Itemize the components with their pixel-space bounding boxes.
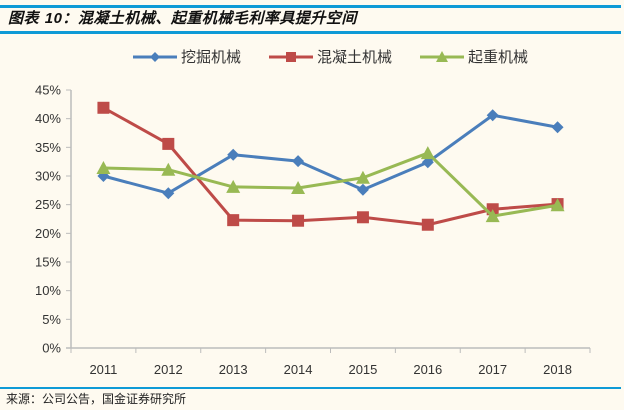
legend-item-crane: 起重机械 bbox=[420, 46, 528, 67]
x-tick-label: 2018 bbox=[543, 362, 572, 377]
triangle-marker bbox=[355, 170, 370, 184]
y-tick-label: 15% bbox=[35, 255, 61, 270]
title-rule bbox=[0, 31, 621, 34]
y-tick-label: 10% bbox=[35, 283, 61, 298]
x-tick-label: 2017 bbox=[478, 362, 507, 377]
square-marker-icon bbox=[269, 51, 314, 62]
source-note: 来源：公司公告，国金证券研究所 bbox=[6, 392, 187, 406]
y-tick-label: 0% bbox=[42, 341, 61, 356]
diamond-marker bbox=[551, 121, 564, 134]
series-line bbox=[102, 106, 558, 227]
legend-label: 挖掘机械 bbox=[181, 48, 242, 66]
square-marker bbox=[97, 101, 110, 114]
triangle-marker bbox=[420, 146, 435, 160]
diamond-marker-icon bbox=[133, 51, 177, 62]
chart-title: 图表 10：混凝土机械、起重机械毛利率具提升空间 bbox=[8, 9, 357, 27]
series-line bbox=[103, 113, 558, 195]
diamond-marker bbox=[421, 156, 434, 169]
x-tick-label: 2013 bbox=[219, 362, 248, 377]
diamond-marker bbox=[356, 183, 369, 196]
y-tick-label: 30% bbox=[35, 169, 61, 184]
square-marker bbox=[292, 214, 305, 227]
diamond-marker bbox=[162, 187, 175, 200]
square-marker bbox=[227, 214, 240, 227]
triangle-marker bbox=[161, 162, 176, 176]
legend-item-concrete: 混凝土机械 bbox=[269, 46, 392, 67]
square-marker bbox=[162, 137, 175, 150]
y-tick-label: 35% bbox=[35, 140, 61, 155]
y-tick-label: 45% bbox=[35, 83, 61, 98]
y-tick-label: 25% bbox=[35, 197, 61, 212]
triangle-marker bbox=[485, 209, 500, 223]
x-tick-label: 2016 bbox=[413, 362, 442, 377]
triangle-marker-icon bbox=[420, 50, 465, 62]
x-tick-label: 2015 bbox=[348, 362, 377, 377]
top-rule bbox=[0, 5, 621, 8]
triangle-marker bbox=[96, 160, 111, 174]
x-tick-label: 2014 bbox=[284, 362, 313, 377]
legend-item-excavator: 挖掘机械 bbox=[133, 46, 241, 67]
legend: 挖掘机械 混凝土机械 起重机械 bbox=[133, 46, 528, 67]
diamond-marker bbox=[486, 109, 499, 122]
triangle-marker bbox=[291, 181, 306, 195]
y-tick-label: 40% bbox=[35, 111, 61, 126]
series-line bbox=[103, 151, 558, 218]
y-tick-label: 20% bbox=[35, 226, 61, 241]
triangle-marker bbox=[226, 179, 241, 193]
square-marker bbox=[356, 211, 369, 224]
bottom-rule bbox=[0, 387, 621, 389]
triangle-marker bbox=[550, 198, 565, 212]
y-tick-label: 5% bbox=[42, 312, 61, 327]
diamond-marker bbox=[292, 155, 305, 168]
square-marker bbox=[421, 218, 434, 231]
x-tick-label: 2012 bbox=[154, 362, 183, 377]
x-tick-label: 2011 bbox=[89, 362, 117, 377]
diamond-marker bbox=[227, 148, 240, 161]
legend-label: 混凝土机械 bbox=[317, 48, 393, 66]
legend-label: 起重机械 bbox=[468, 48, 529, 66]
